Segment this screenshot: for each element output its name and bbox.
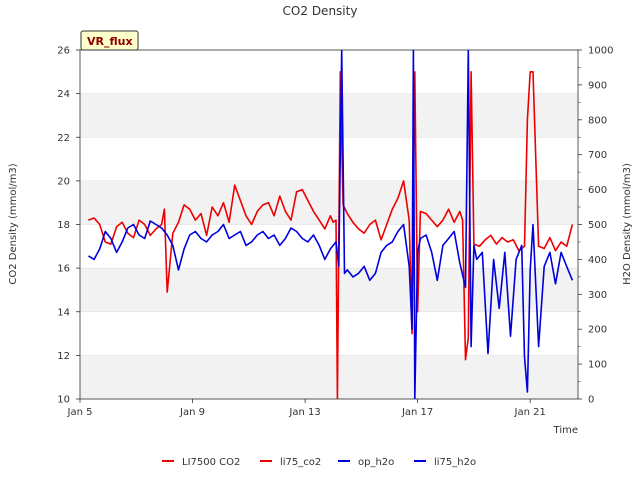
series-layer [87,50,574,399]
legend: LI7500 CO2 li75_co2 op_h2o li75_h2o [162,457,476,468]
y-left-tick-label: 10 [57,395,70,406]
x-tick-label: Jan 5 [67,407,93,418]
y-axis-right-label: H2O Density (mmol/m3) [622,163,633,285]
series-line-li75-co2 [88,71,574,399]
legend-label: li75_h2o [434,457,476,468]
y-left-tick-label: 16 [57,264,70,275]
y-right-tick-label: 300 [588,290,607,301]
y-left-tick-label: 22 [57,133,70,144]
legend-label: op_h2o [358,457,394,468]
x-tick-label: Jan 9 [179,407,205,418]
y-right-tick-label: 900 [588,80,607,91]
grid-band [80,355,578,399]
y-right-tick-label: 500 [588,220,607,231]
y-left-tick-label: 24 [57,89,70,100]
y-right-tick-label: 600 [588,185,607,196]
x-tick-label: Jan 13 [288,407,320,418]
x-tick-label: Jan 17 [401,407,433,418]
chart-title: CO2 Density [283,4,358,18]
y-right-tick-label: 0 [588,395,594,406]
y-right-tick-label: 800 [588,115,607,126]
y-left-tick-label: 18 [57,220,70,231]
y-right-tick-label: 700 [588,150,607,161]
y-right-tick-label: 100 [588,360,607,371]
y-right-tick-label: 400 [588,255,607,266]
legend-label: LI7500 CO2 [182,457,240,468]
y-left-tick-label: 20 [57,176,70,187]
series-line-li75-h2o [87,50,574,399]
y-right-tick-label: 200 [588,325,607,336]
y-left-tick-label: 26 [57,46,70,57]
axes: 10 12 14 16 18 20 22 24 26 0 100 200 300 400 500 600 700… [57,46,613,419]
legend-label: li75_co2 [280,457,321,468]
x-axis-label: Time [553,425,578,436]
background-bands [80,93,578,399]
badge-label: VR_flux [87,35,133,48]
x-tick-label: Jan 21 [514,407,546,418]
y-left-tick-label: 12 [57,351,70,362]
grid-band [80,93,578,138]
y-right-tick-label: 1000 [588,46,613,57]
vr-flux-badge: VR_flux [80,30,139,51]
y-axis-left-label: CO2 Density (mmol/m3) [8,163,19,284]
y-left-tick-label: 14 [57,307,70,318]
